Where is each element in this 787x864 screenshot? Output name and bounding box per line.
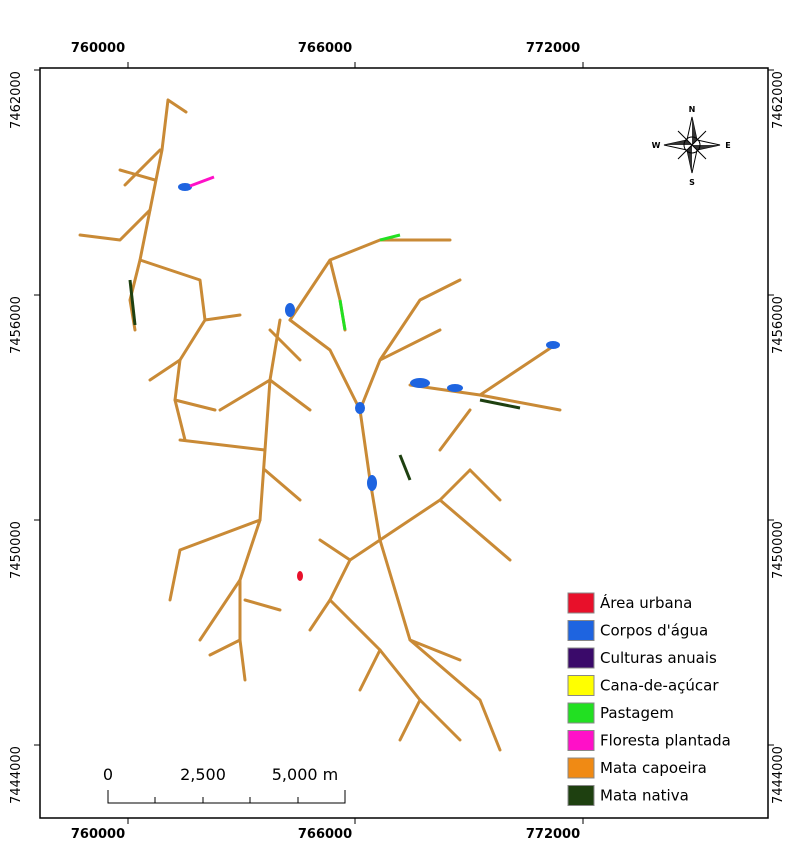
legend-swatch bbox=[568, 593, 594, 613]
y-coord-label: 7450000 bbox=[9, 521, 24, 579]
x-coord-label: 760000 bbox=[71, 827, 125, 842]
legend: Área urbana Corpos d'água Culturas anuais C… bbox=[563, 588, 755, 816]
y-coord-label: 7450000 bbox=[771, 521, 786, 579]
legend-label: Área urbana bbox=[600, 593, 692, 612]
legend-swatch bbox=[568, 758, 594, 778]
compass-n: N bbox=[689, 105, 696, 114]
legend-label: Pastagem bbox=[600, 704, 674, 722]
y-coord-label: 7462000 bbox=[771, 71, 786, 129]
map: N S E W 0 2,500 5,000 m Área urbana Corpo… bbox=[0, 0, 787, 860]
legend-label: Cana-de-açúcar bbox=[600, 677, 719, 695]
scale-label: 5,000 m bbox=[272, 765, 338, 784]
x-coord-label: 772000 bbox=[526, 827, 580, 842]
compass-e: E bbox=[725, 141, 730, 150]
y-coord-label: 7444000 bbox=[9, 746, 24, 804]
legend-swatch bbox=[568, 676, 594, 696]
y-coord-label: 7456000 bbox=[771, 296, 786, 354]
y-coord-label: 7456000 bbox=[9, 296, 24, 354]
y-coord-label: 7444000 bbox=[771, 746, 786, 804]
compass-w: W bbox=[652, 141, 661, 150]
legend-swatch bbox=[568, 621, 594, 641]
y-coord-label: 7462000 bbox=[9, 71, 24, 129]
x-coord-label: 766000 bbox=[298, 827, 352, 842]
scale-label: 0 bbox=[103, 765, 113, 784]
x-coord-label: 760000 bbox=[71, 41, 125, 56]
legend-label: Mata capoeira bbox=[600, 759, 707, 777]
legend-swatch bbox=[568, 703, 594, 723]
scale-label: 2,500 bbox=[180, 765, 226, 784]
compass-s: S bbox=[689, 178, 695, 187]
legend-swatch bbox=[568, 731, 594, 751]
legend-swatch bbox=[568, 648, 594, 668]
legend-label: Corpos d'água bbox=[600, 622, 708, 640]
legend-swatch bbox=[568, 786, 594, 806]
legend-label: Mata nativa bbox=[600, 787, 689, 805]
legend-label: Culturas anuais bbox=[600, 649, 717, 667]
x-coord-label: 772000 bbox=[526, 41, 580, 56]
x-coord-label: 766000 bbox=[298, 41, 352, 56]
legend-label: Floresta plantada bbox=[600, 732, 731, 750]
